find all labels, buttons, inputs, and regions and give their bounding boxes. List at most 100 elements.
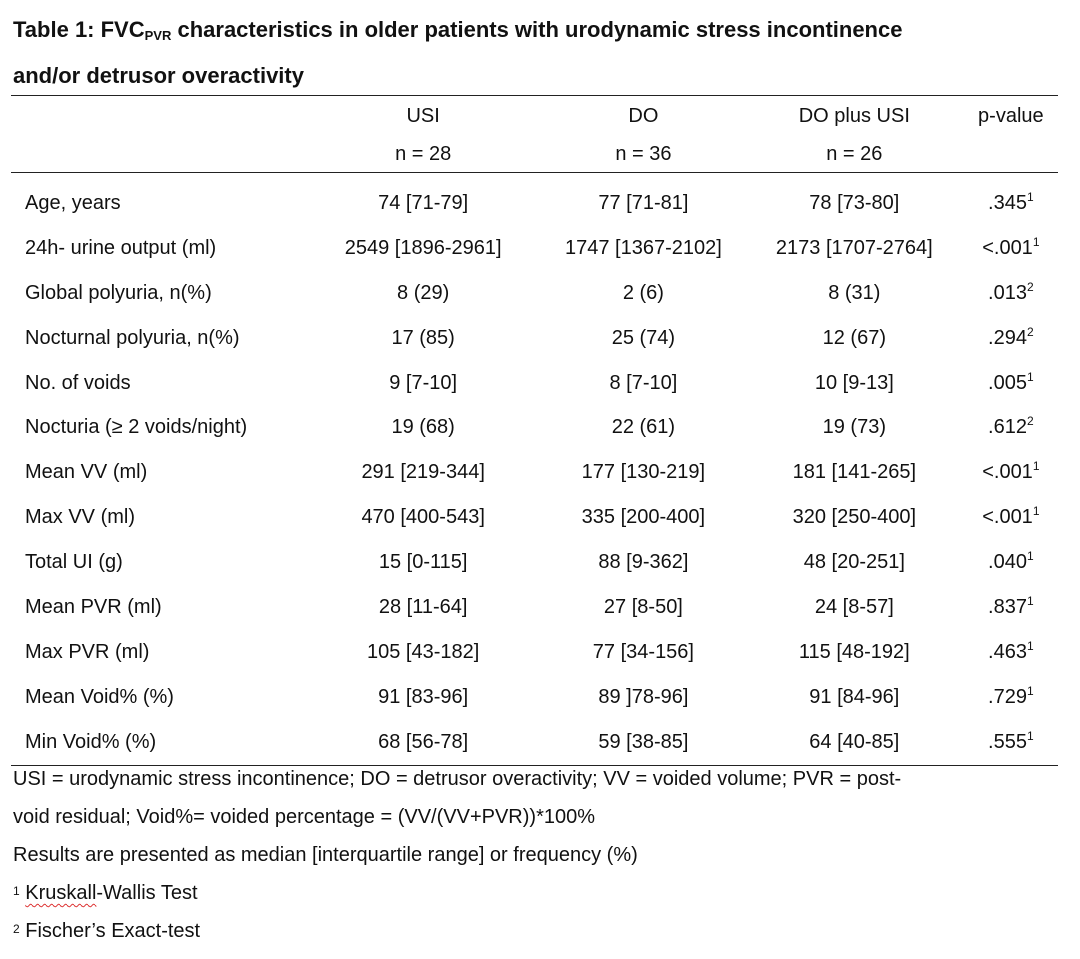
cell-do: 335 [200-400] xyxy=(581,506,706,529)
header-p-value: p-value xyxy=(963,95,1058,136)
cell-usi: 68 [56-78] xyxy=(304,719,542,766)
cell-p-value: .3451 xyxy=(964,173,1058,226)
p-value-test-marker: 2 xyxy=(1026,324,1034,339)
footnote-abbreviations-line-1: USI = urodynamic stress incontinence; DO… xyxy=(13,768,902,790)
cell-do: 177 [130-219] xyxy=(581,461,706,484)
cell-usi: 28 [11-64] xyxy=(378,595,468,618)
table-row: No. of voids 9 [7-10] 8 [7-10] 10 [9-13] .00… xyxy=(11,361,1058,406)
row-label: Max PVR (ml) xyxy=(25,640,150,663)
p-value-test-marker: 1 xyxy=(1026,593,1034,608)
table-row: Mean PVR (ml) 28 [11-64] 27 [8-50] 24 [8-57… xyxy=(11,585,1058,630)
table-title-line-2: and/or detrusor overactivity xyxy=(13,63,304,88)
p-value-test-marker: 1 xyxy=(1026,728,1034,743)
row-label: Nocturia (≥ 2 voids/night) xyxy=(25,416,248,439)
cell-usi: 19 (68) xyxy=(391,416,455,439)
row-label: Age, years xyxy=(25,191,121,214)
cell-p-value: .5551 xyxy=(963,719,1058,766)
cell-usi: 15 [0-115] xyxy=(378,551,468,574)
p-value-number: .729 xyxy=(988,685,1027,708)
table-row: Nocturia (≥ 2 voids/night) 19 (68) 22 (61)… xyxy=(11,405,1058,450)
header-n-usi: n = 28 xyxy=(304,136,542,173)
table-row: Max PVR (ml) 105 [43-182] 77 [34-156] 115 [… xyxy=(11,630,1058,675)
p-value-test-marker: 1 xyxy=(1026,549,1034,564)
p-value-test-marker: 1 xyxy=(1032,504,1040,519)
characteristics-table: USI DO DO plus USI p-value n = 28 n = 36… xyxy=(11,95,1058,766)
row-label: Nocturnal polyuria, n(%) xyxy=(25,326,240,349)
p-value-test-marker: 1 xyxy=(1032,459,1040,474)
p-value-test-marker: 2 xyxy=(1026,279,1034,294)
cell-do: 1747 [1367-2102] xyxy=(564,236,722,259)
cell-p-value: <.0011 xyxy=(964,495,1058,540)
footnote-1-word: Kruskall xyxy=(25,882,97,904)
cell-p-value: <.0011 xyxy=(964,226,1058,271)
cell-do: 2 (6) xyxy=(622,281,664,304)
p-value-test-marker: 2 xyxy=(1026,414,1034,429)
cell-p-value: .7291 xyxy=(964,675,1058,720)
title-suffix: characteristics in older patients with u… xyxy=(171,17,903,42)
table-title: Table 1: FVCPVR characteristics in older… xyxy=(13,8,1063,97)
cell-usi: 105 [43-182] xyxy=(367,640,480,663)
p-value-number: <.001 xyxy=(982,236,1033,259)
cell-do-plus-usi: 115 [48-192] xyxy=(798,640,910,663)
table-row: Age, years 74 [71-79] 77 [71-81] 78 [73-80]… xyxy=(11,173,1058,226)
title-prefix: Table 1: FVC xyxy=(13,17,145,42)
cell-do-plus-usi: 10 [9-13] xyxy=(814,371,894,394)
footnote-2-text: Fischer’s Exact-test xyxy=(25,920,201,942)
cell-usi: 291 [219-344] xyxy=(361,461,485,484)
table-row: 24h- urine output (ml) 2549 [1896-2961] 17… xyxy=(11,226,1058,271)
cell-do: 8 [7-10] xyxy=(609,371,678,394)
footnote-2: 2 Fischer’s Exact-test xyxy=(13,912,1063,950)
table-row: Max VV (ml) 470 [400-543] 335 [200-400] 320… xyxy=(11,495,1058,540)
header-do: DO xyxy=(541,95,745,136)
header-row-group-names: USI DO DO plus USI p-value xyxy=(11,95,1058,136)
cell-do-plus-usi: 2173 [1707-2764] xyxy=(775,236,933,259)
cell-p-value: <.0011 xyxy=(964,450,1058,495)
header-label-blank xyxy=(11,95,305,136)
header-do-plus-usi: DO plus USI xyxy=(744,95,964,136)
p-value-number: .040 xyxy=(988,551,1027,574)
cell-do-plus-usi: 78 [73-80] xyxy=(809,191,900,214)
footnote-1: 1 Kruskall-Wallis Test xyxy=(13,874,1063,912)
table-footnotes: USI = urodynamic stress incontinence; DO… xyxy=(13,760,1063,950)
p-value-number: <.001 xyxy=(982,461,1033,484)
cell-do-plus-usi: 24 [8-57] xyxy=(814,595,894,618)
row-label: Total UI (g) xyxy=(25,551,123,574)
p-value-test-marker: 1 xyxy=(1026,369,1034,384)
row-label: No. of voids xyxy=(25,371,131,394)
cell-do: 27 [8-50] xyxy=(603,595,683,618)
row-label: Max VV (ml) xyxy=(25,506,135,529)
header-n-do-plus-usi: n = 26 xyxy=(744,136,964,173)
cell-do-plus-usi: 48 [20-251] xyxy=(803,551,905,574)
cell-p-value: .0051 xyxy=(964,361,1058,406)
cell-p-value: .4631 xyxy=(964,630,1058,675)
cell-usi: 9 [7-10] xyxy=(389,371,458,394)
table-row: Global polyuria, n(%) 8 (29) 2 (6) 8 (31) .0… xyxy=(11,271,1058,316)
table-row: Mean Void% (%) 91 [83-96] 89 ]78-96] 91 [84… xyxy=(11,675,1058,720)
cell-p-value: .0401 xyxy=(964,540,1058,585)
footnote-1-marker: 1 xyxy=(13,884,20,898)
cell-do: 77 [34-156] xyxy=(592,640,694,663)
cell-do: 22 (61) xyxy=(611,416,676,439)
p-value-test-marker: 1 xyxy=(1032,234,1040,249)
row-label: Mean PVR (ml) xyxy=(25,595,162,618)
row-label: Global polyuria, n(%) xyxy=(25,281,212,304)
header-row-sample-sizes: n = 28 n = 36 n = 26 xyxy=(11,136,1058,173)
cell-usi: 91 [83-96] xyxy=(378,685,469,708)
table-body: Age, years 74 [71-79] 77 [71-81] 78 [73-80]… xyxy=(11,173,1058,766)
title-subscript: PVR xyxy=(144,28,172,43)
table-header: USI DO DO plus USI p-value n = 28 n = 36… xyxy=(11,95,1058,173)
cell-do: 59 [38-85] xyxy=(541,719,745,766)
p-value-number: .612 xyxy=(988,416,1027,439)
p-value-number: .837 xyxy=(988,595,1027,618)
cell-usi: 2549 [1896-2961] xyxy=(344,236,502,259)
cell-do-plus-usi: 64 [40-85] xyxy=(744,719,964,766)
cell-do-plus-usi: 91 [84-96] xyxy=(809,685,900,708)
cell-p-value: .6122 xyxy=(964,405,1058,450)
cell-usi: 74 [71-79] xyxy=(378,191,469,214)
cell-usi: 8 (29) xyxy=(397,281,450,304)
p-value-number: .463 xyxy=(988,640,1027,663)
row-label: Min Void% (%) xyxy=(11,719,305,766)
cell-usi: 17 (85) xyxy=(391,326,455,349)
p-value-number: .345 xyxy=(988,191,1027,214)
